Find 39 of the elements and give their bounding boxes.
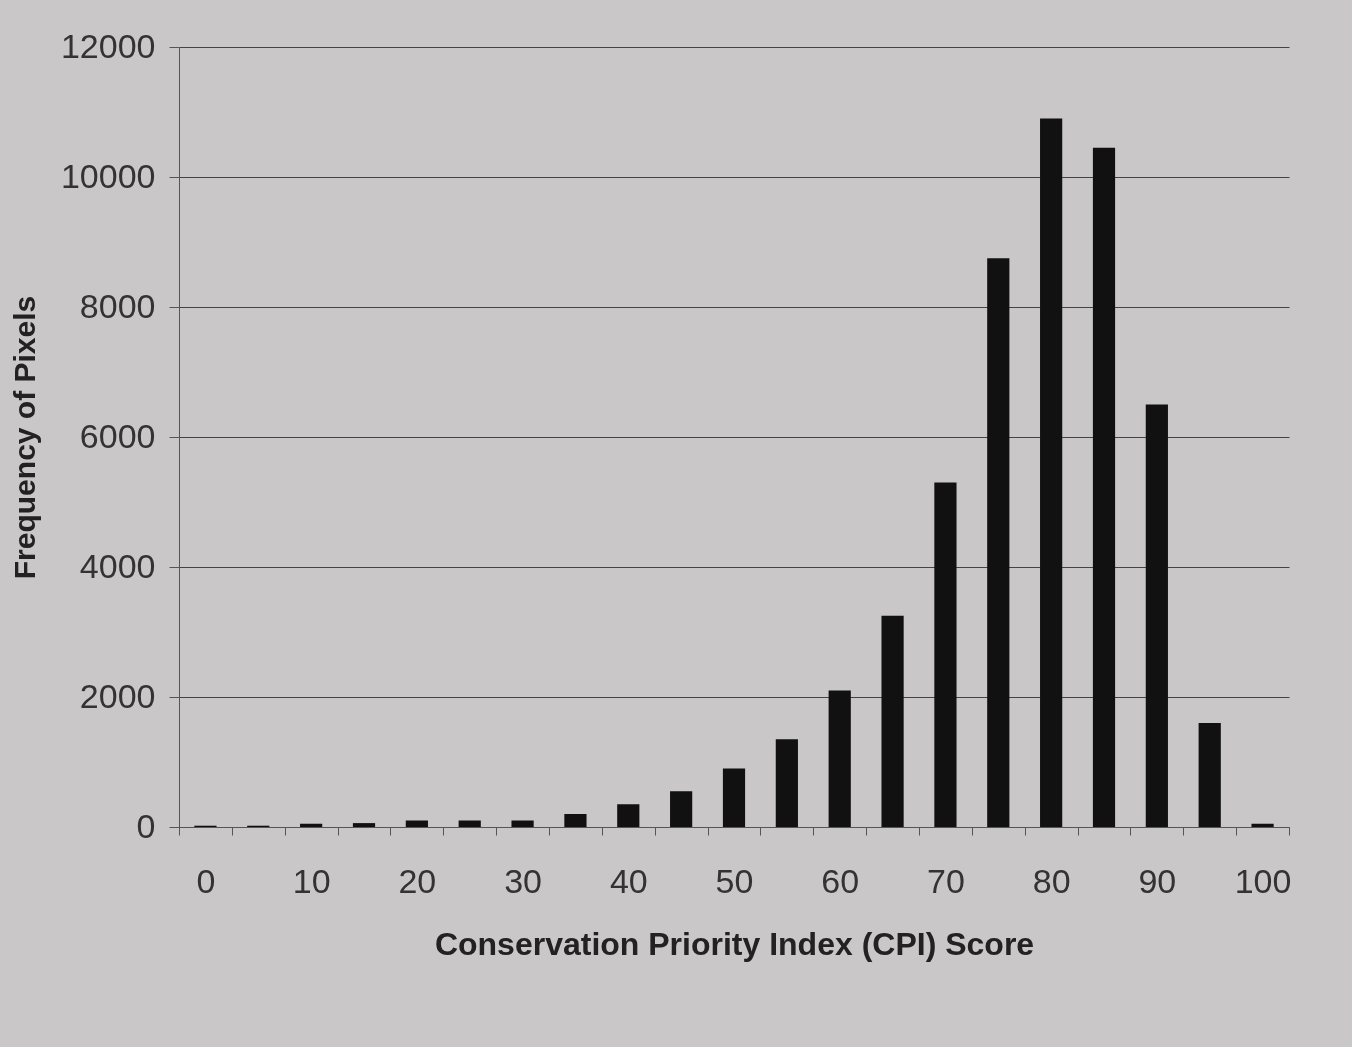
bar	[300, 823, 323, 827]
bar	[934, 482, 957, 827]
x-tick-label: 0	[196, 861, 216, 900]
y-tick-label: 6000	[79, 416, 156, 455]
x-tick-label: 40	[609, 861, 648, 900]
bar	[828, 690, 851, 827]
bar	[511, 820, 534, 827]
bar	[987, 258, 1010, 827]
x-tick-label: 80	[1032, 861, 1071, 900]
bar	[352, 823, 376, 827]
y-tick-label: 10000	[60, 156, 156, 195]
bar	[405, 820, 428, 827]
bar	[617, 804, 640, 827]
bar	[670, 791, 693, 827]
bar	[1198, 723, 1221, 827]
y-axis-title: Frequency of Pixels	[7, 295, 41, 580]
x-tick-label: 10	[292, 861, 331, 900]
bar	[722, 768, 746, 827]
x-tick-label: 20	[398, 861, 437, 900]
bar	[775, 739, 798, 827]
y-tick-label: 12000	[60, 26, 156, 65]
bar	[1145, 404, 1168, 827]
x-tick-label: 70	[927, 861, 965, 900]
x-axis-title: Conservation Priority Index (CPI) Score	[434, 925, 1035, 962]
bar	[881, 615, 904, 827]
bar	[1092, 147, 1116, 827]
x-tick-label: 60	[821, 861, 860, 900]
x-tick-label: 90	[1138, 861, 1177, 900]
bar	[1251, 823, 1274, 827]
bar	[1040, 118, 1063, 827]
y-tick-label: 8000	[79, 286, 156, 325]
y-tick-label: 0	[136, 806, 156, 845]
y-tick-label: 2000	[79, 676, 156, 715]
bar	[564, 814, 587, 827]
x-tick-label: 30	[504, 861, 542, 900]
y-tick-label: 4000	[79, 546, 156, 585]
x-tick-label: 100	[1234, 861, 1292, 900]
x-tick-label: 50	[715, 861, 754, 900]
bar	[458, 820, 481, 827]
